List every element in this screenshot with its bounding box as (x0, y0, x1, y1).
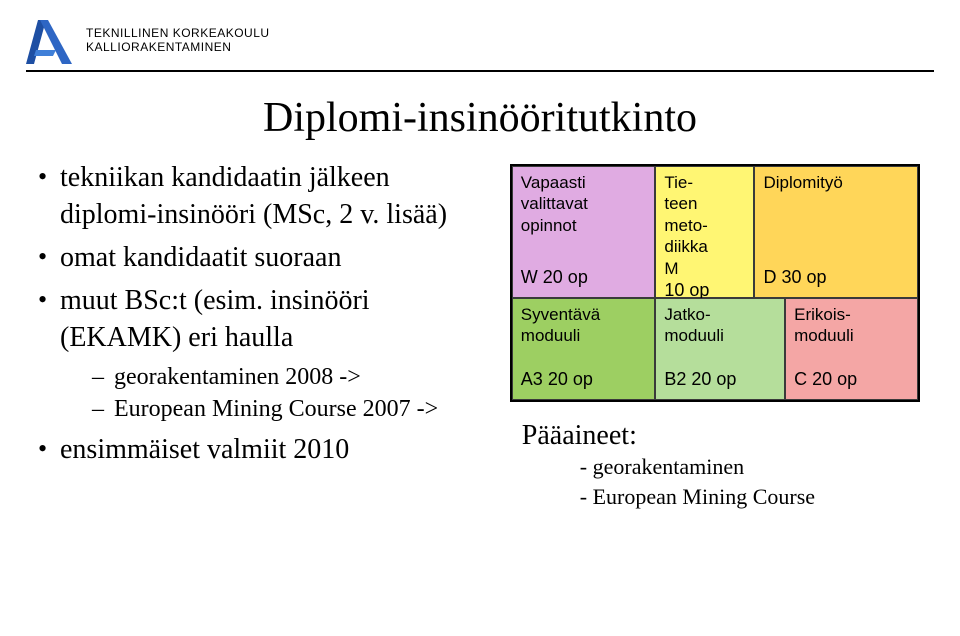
cell-label: moduuli (794, 326, 909, 346)
cell-syventava: Syventävä moduuli A3 20 op (512, 298, 656, 400)
cell-value: C 20 op (794, 369, 909, 391)
module-diagram: Vapaasti valittavat opinnot W 20 op Tie-… (510, 164, 920, 402)
cell-erikois: Erikois- moduuli C 20 op (785, 298, 918, 400)
cell-label: diikka (664, 237, 745, 257)
cell-vapaasti: Vapaasti valittavat opinnot W 20 op (512, 166, 656, 298)
cell-value: D 30 op (763, 267, 908, 289)
cell-tieteen: Tie- teen meto- diikka M 10 op (655, 166, 754, 298)
paa-title: Pääaineet: (510, 420, 934, 452)
paa-sub2: - European Mining Course (510, 482, 934, 512)
cell-label: Vapaasti (521, 173, 647, 193)
header-text: TEKNILLINEN KORKEAKOULU KALLIORAKENTAMIN… (86, 27, 270, 55)
cell-label: Tie- (664, 173, 745, 193)
header-rule (26, 70, 934, 72)
cell-value: B2 20 op (664, 369, 776, 391)
cell-label: Erikois- (794, 305, 909, 325)
cell-label: valittavat (521, 194, 647, 214)
slide-title: Diplomi-insinööritutkinto (26, 94, 934, 142)
cell-label: meto- (664, 216, 745, 236)
cell-value: A3 20 op (521, 369, 647, 391)
cell-label: opinnot (521, 216, 647, 236)
cell-value: W 20 op (521, 267, 647, 289)
cell-label: teen (664, 194, 745, 214)
cell-label: moduuli (521, 326, 647, 346)
bullet-3-sub1: georakentaminen 2008 -> (86, 361, 488, 393)
cell-label: Syventävä (521, 305, 647, 325)
bullet-4: ensimmäiset valmiit 2010 (34, 432, 488, 469)
bullet-1: tekniikan kandidaatin jälkeen diplomi-in… (34, 160, 488, 234)
slide-header: TEKNILLINEN KORKEAKOULU KALLIORAKENTAMIN… (26, 18, 934, 64)
cell-label: M (664, 259, 745, 279)
paa-sub1: - georakentaminen (510, 452, 934, 482)
bullet-2: omat kandidaatit suoraan (34, 240, 488, 277)
cell-label: Jatko- (664, 305, 776, 325)
header-line2: KALLIORAKENTAMINEN (86, 41, 270, 55)
cell-label: moduuli (664, 326, 776, 346)
bullet-column: tekniikan kandidaatin jälkeen diplomi-in… (34, 160, 488, 511)
bullet-3-sub2: European Mining Course 2007 -> (86, 393, 488, 425)
bullet-3: muut BSc:t (esim. insinööri (EKAMK) eri … (34, 283, 488, 426)
bullet-3-text: muut BSc:t (esim. insinööri (EKAMK) eri … (60, 285, 370, 353)
header-line1: TEKNILLINEN KORKEAKOULU (86, 27, 270, 41)
cell-diplomityo: Diplomityö D 30 op (754, 166, 917, 298)
paa-block: Pääaineet: - georakentaminen - European … (510, 420, 934, 511)
cell-jatko: Jatko- moduuli B2 20 op (655, 298, 785, 400)
cell-label: Diplomityö (763, 173, 908, 193)
logo (26, 18, 72, 64)
